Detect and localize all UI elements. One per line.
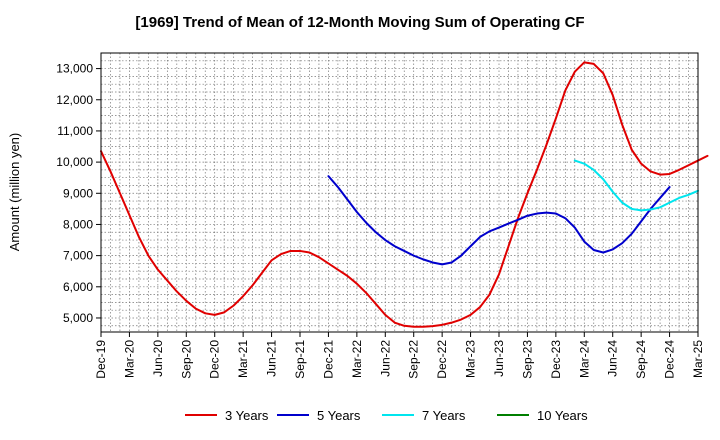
legend: 3 Years 5 Years 7 Years 10 Years bbox=[185, 408, 588, 423]
x-tick-label: Mar-25 bbox=[691, 340, 705, 378]
y-tick-label: 13,000 bbox=[56, 62, 93, 76]
x-tick-label: Sep-22 bbox=[407, 340, 421, 379]
x-tick-label: Dec-19 bbox=[94, 340, 108, 379]
x-tick-label: Jun-21 bbox=[265, 340, 279, 377]
x-tick-label: Sep-23 bbox=[520, 340, 534, 379]
x-tick-label: Jun-23 bbox=[492, 340, 506, 377]
y-axis-label: Amount (million yen) bbox=[7, 133, 22, 252]
y-tick-label: 8,000 bbox=[63, 217, 93, 231]
series-layer bbox=[100, 61, 709, 328]
x-tick-label: Sep-21 bbox=[293, 340, 307, 379]
y-tick-label: 11,000 bbox=[57, 124, 93, 138]
x-tick-label: Sep-24 bbox=[634, 340, 648, 379]
y-tick-label: 6,000 bbox=[63, 280, 93, 294]
grid-layer bbox=[101, 53, 698, 332]
y-tick-label: 10,000 bbox=[56, 155, 93, 169]
y-tick-label: 12,000 bbox=[56, 93, 93, 107]
y-tick-label: 7,000 bbox=[63, 249, 93, 263]
x-tick-label: Dec-23 bbox=[549, 340, 563, 379]
x-tick-label: Mar-21 bbox=[236, 340, 250, 378]
x-tick-label: Jun-20 bbox=[151, 340, 165, 377]
x-tick-label: Mar-20 bbox=[122, 340, 136, 378]
series-line-3-years bbox=[100, 61, 709, 328]
legend-label-7-years: 7 Years bbox=[422, 408, 466, 423]
series-line-7-years bbox=[573, 159, 699, 212]
x-tick-label: Dec-24 bbox=[663, 340, 677, 379]
chart-title: [1969] Trend of Mean of 12-Month Moving … bbox=[135, 14, 585, 31]
x-tick-label: Mar-22 bbox=[350, 340, 364, 378]
y-tick-label: 9,000 bbox=[63, 186, 93, 200]
x-tick-label: Dec-22 bbox=[435, 340, 449, 379]
y-tick-label: 5,000 bbox=[63, 311, 93, 325]
plot-area bbox=[101, 53, 698, 332]
axis-layer: 5,000 6,000 7,000 8,000 9,000 10,000 11,000 12,… bbox=[56, 52, 705, 379]
x-tick-label: Jun-22 bbox=[378, 340, 392, 377]
plot-frame bbox=[100, 52, 699, 333]
legend-label-10-years: 10 Years bbox=[537, 408, 588, 423]
x-tick-label: Dec-20 bbox=[208, 340, 222, 379]
x-tick-label: Mar-24 bbox=[577, 340, 591, 378]
x-tick-label: Mar-23 bbox=[464, 340, 478, 378]
legend-label-3-years: 3 Years bbox=[225, 408, 269, 423]
series-line-5-years bbox=[327, 175, 671, 266]
x-tick-label: Sep-20 bbox=[179, 340, 193, 379]
x-tick-label: Dec-21 bbox=[321, 340, 335, 379]
legend-label-5-years: 5 Years bbox=[317, 408, 361, 423]
x-tick-label: Jun-24 bbox=[606, 340, 620, 377]
